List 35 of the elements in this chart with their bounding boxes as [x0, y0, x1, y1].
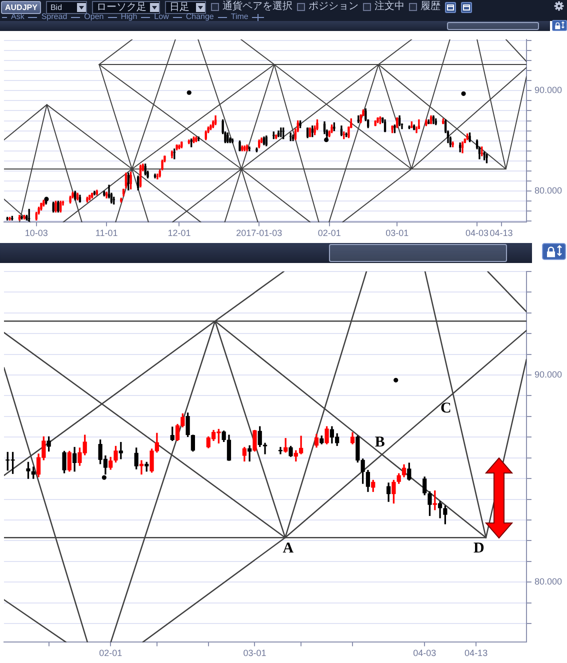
x-tick-label: 12-01 — [168, 228, 191, 238]
text: High — [120, 12, 138, 21]
text: Low — [154, 12, 169, 21]
x-tick-label: 03-01 — [386, 228, 409, 238]
text: Ask — [11, 12, 24, 21]
text: 通貨ペアを選択 — [222, 1, 292, 13]
x-tick-label: 02-01 — [318, 228, 341, 238]
chart-title: AUDJPY — [1, 0, 42, 14]
y-tick-label: 90.000 — [534, 369, 562, 380]
x-tick-label: 11-01 — [95, 228, 118, 238]
text: Change — [186, 12, 214, 21]
annotation: B — [374, 434, 385, 450]
x-tick-label: 04-03 — [413, 648, 436, 658]
text: Time — [230, 12, 248, 21]
x-tick-label: 2017-01-03 — [236, 228, 282, 238]
text: Bid — [50, 2, 62, 12]
annotation: A — [282, 540, 294, 556]
y-tick-label: 90.000 — [534, 85, 562, 96]
x-tick-label: 04-03 — [466, 228, 489, 238]
x-tick-label: 04-13 — [464, 648, 488, 658]
annotation: D — [474, 540, 485, 556]
text: ローソク足 — [96, 2, 146, 12]
text: 履歴 — [420, 1, 440, 13]
text: ポジション — [308, 1, 358, 13]
text: Spread — [41, 12, 68, 21]
text: 注文中 — [374, 1, 404, 13]
x-tick-label: 10-03 — [24, 228, 48, 238]
x-tick-label: 02-01 — [99, 648, 122, 658]
text: 日足 — [169, 2, 190, 12]
annotation: C — [440, 400, 452, 416]
text: Open — [84, 12, 104, 21]
x-tick-label: 03-01 — [243, 648, 266, 658]
x-tick-label: 04-13 — [490, 228, 513, 238]
y-tick-label: 80.000 — [534, 186, 562, 196]
y-tick-label: 80.000 — [534, 576, 562, 587]
